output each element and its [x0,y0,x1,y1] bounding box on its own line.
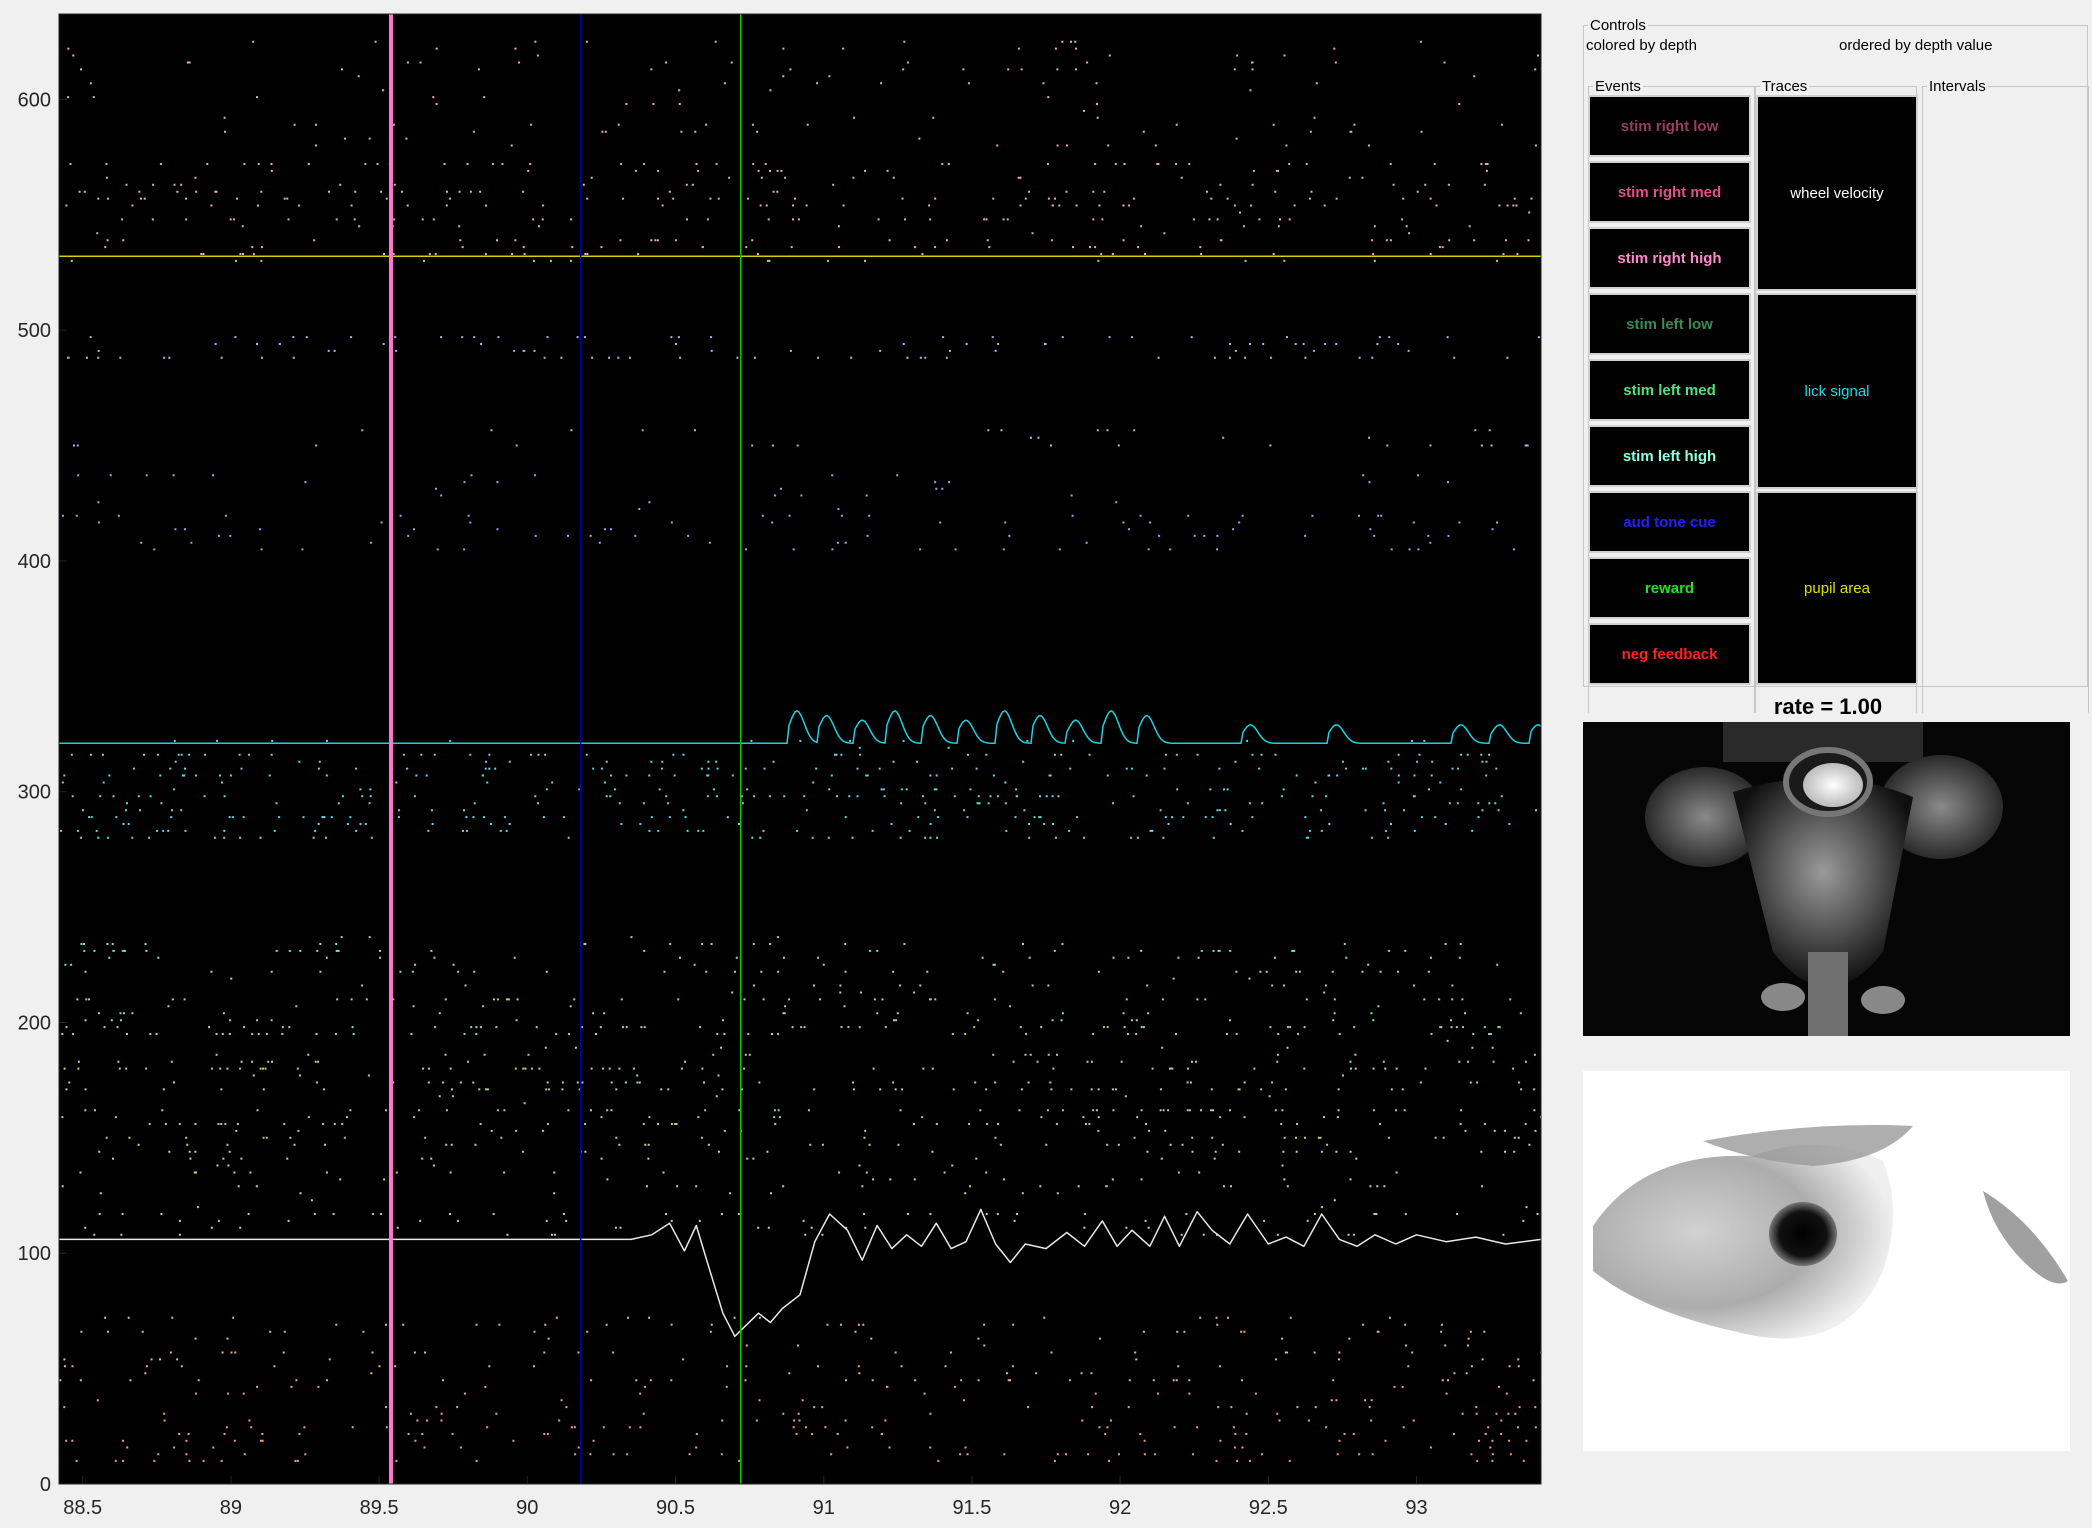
spike-band [59,1316,1543,1382]
wheel-velocity-trace [59,1208,1542,1338]
controls-legend: Controls [1588,17,1648,34]
x-tick-label: 89 [220,1497,242,1519]
intervals-group: Intervals [1922,78,2089,713]
raster-svg[interactable]: 88.5 89 89.5 90 90.5 91 91.5 92 92.5 93 0 100 200 30… [0,0,1560,1528]
y-tick-label: 300 [18,782,51,804]
event-button-neg-feedback[interactable]: neg feedback [1588,623,1751,685]
lick-signal-trace [58,710,1542,744]
spike-band [61,474,1515,551]
x-tick-label: 91 [813,1497,835,1519]
y-tick-label: 0 [40,1474,51,1496]
controls-panel: Controls colored by depth ordered by dep… [1583,17,2089,713]
color-mode-text[interactable]: colored by depth [1586,37,1697,54]
event-label: stim left high [1622,447,1717,465]
spike-raster [59,40,1543,1462]
x-tick-label: 91.5 [952,1497,991,1519]
spike-band [60,739,1537,839]
y-tick-label: 200 [18,1012,51,1034]
event-label: stim right low [1620,117,1719,135]
event-button-stim-left-low[interactable]: stim left low [1588,293,1751,355]
event-button-stim-left-high[interactable]: stim left high [1588,425,1751,487]
x-tick-label: 89.5 [360,1497,399,1519]
trace-label: pupil area [1804,579,1870,597]
trace-label: lick signal [1804,382,1870,400]
spike-band [61,970,1542,1139]
intervals-legend: Intervals [1927,78,1988,95]
event-label: stim left low [1626,315,1713,333]
spike-band [64,936,1499,966]
event-label: reward [1644,579,1695,597]
y-axis: 0 100 200 300 400 500 600 [18,89,67,1496]
event-button-aud-tone-cue[interactable]: aud tone cue [1588,491,1751,553]
x-tick-label: 88.5 [63,1497,102,1519]
event-label: aud tone cue [1623,513,1716,531]
event-button-reward[interactable]: reward [1588,557,1751,619]
spike-band [63,1385,1537,1462]
x-tick-label: 90 [516,1497,538,1519]
event-label: stim right med [1617,183,1722,201]
y-tick-label: 500 [18,320,51,342]
plot-frame [58,13,1542,1485]
x-tick-label: 90.5 [656,1497,695,1519]
spike-band [67,336,1540,447]
mouse-face-image [1583,722,2070,1036]
event-button-stim-right-low[interactable]: stim right low [1588,95,1751,157]
x-tick-label: 92.5 [1249,1497,1288,1519]
x-tick-label: 93 [1405,1497,1427,1519]
y-tick-label: 100 [18,1243,51,1265]
event-button-stim-right-high[interactable]: stim right high [1588,227,1751,289]
trace-button-wheel-velocity[interactable]: wheel velocity [1756,95,1918,291]
event-lines [388,14,742,1484]
trace-label: wheel velocity [1790,184,1884,202]
x-axis: 88.5 89 89.5 90 90.5 91 91.5 92 92.5 93 [63,1476,1428,1519]
face-camera-video[interactable] [1583,722,2070,1036]
pupil-image [1583,1071,2070,1451]
trace-lines [58,255,1542,1338]
spike-band [65,40,1539,262]
event-button-stim-right-med[interactable]: stim right med [1588,161,1751,223]
event-button-stim-left-med[interactable]: stim left med [1588,359,1751,421]
trace-button-pupil-area[interactable]: pupil area [1756,491,1918,685]
event-label: neg feedback [1621,645,1718,663]
event-label: stim left med [1623,381,1716,399]
y-tick-label: 600 [18,89,51,111]
traces-legend: Traces [1760,78,1810,95]
x-tick-label: 92 [1109,1497,1131,1519]
y-tick-label: 400 [18,551,51,573]
eye-camera-video[interactable] [1583,1071,2070,1451]
order-mode-text[interactable]: ordered by depth value [1839,37,1993,54]
trace-button-lick-signal[interactable]: lick signal [1756,293,1918,489]
event-label: stim right high [1617,249,1722,267]
plot-area [59,14,1541,1484]
spike-band [61,1143,1539,1236]
events-legend: Events [1593,78,1643,95]
playback-rate-title: rate = 1.00 [1773,694,1883,719]
raster-plot[interactable]: 88.5 89 89.5 90 90.5 91 91.5 92 92.5 93 0 100 200 30… [0,0,1560,1528]
